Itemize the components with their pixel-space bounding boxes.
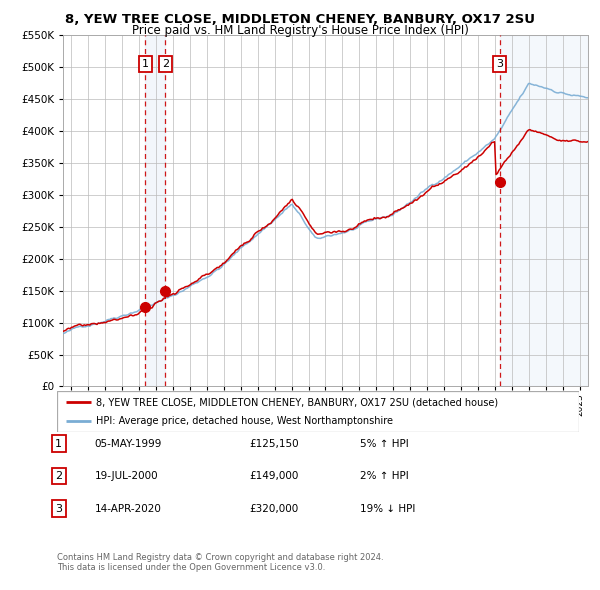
Text: £125,150: £125,150 <box>249 439 299 448</box>
Text: 2% ↑ HPI: 2% ↑ HPI <box>360 471 409 481</box>
Text: 3: 3 <box>55 504 62 513</box>
Text: 1: 1 <box>142 59 149 69</box>
Text: HPI: Average price, detached house, West Northamptonshire: HPI: Average price, detached house, West… <box>96 416 393 426</box>
Text: Price paid vs. HM Land Registry's House Price Index (HPI): Price paid vs. HM Land Registry's House … <box>131 24 469 37</box>
Text: £149,000: £149,000 <box>249 471 298 481</box>
Bar <box>500 35 588 386</box>
Text: 3: 3 <box>496 59 503 69</box>
Text: 19% ↓ HPI: 19% ↓ HPI <box>360 504 415 513</box>
Text: 14-APR-2020: 14-APR-2020 <box>95 504 161 513</box>
Text: This data is licensed under the Open Government Licence v3.0.: This data is licensed under the Open Gov… <box>57 563 325 572</box>
Bar <box>145 35 166 386</box>
Text: Contains HM Land Registry data © Crown copyright and database right 2024.: Contains HM Land Registry data © Crown c… <box>57 553 383 562</box>
Text: 5% ↑ HPI: 5% ↑ HPI <box>360 439 409 448</box>
Text: 05-MAY-1999: 05-MAY-1999 <box>95 439 162 448</box>
Text: 2: 2 <box>162 59 169 69</box>
Text: £320,000: £320,000 <box>249 504 298 513</box>
Text: 1: 1 <box>55 439 62 448</box>
Text: 2: 2 <box>55 471 62 481</box>
Text: 8, YEW TREE CLOSE, MIDDLETON CHENEY, BANBURY, OX17 2SU: 8, YEW TREE CLOSE, MIDDLETON CHENEY, BAN… <box>65 13 535 26</box>
Text: 8, YEW TREE CLOSE, MIDDLETON CHENEY, BANBURY, OX17 2SU (detached house): 8, YEW TREE CLOSE, MIDDLETON CHENEY, BAN… <box>96 397 498 407</box>
Text: 19-JUL-2000: 19-JUL-2000 <box>95 471 158 481</box>
